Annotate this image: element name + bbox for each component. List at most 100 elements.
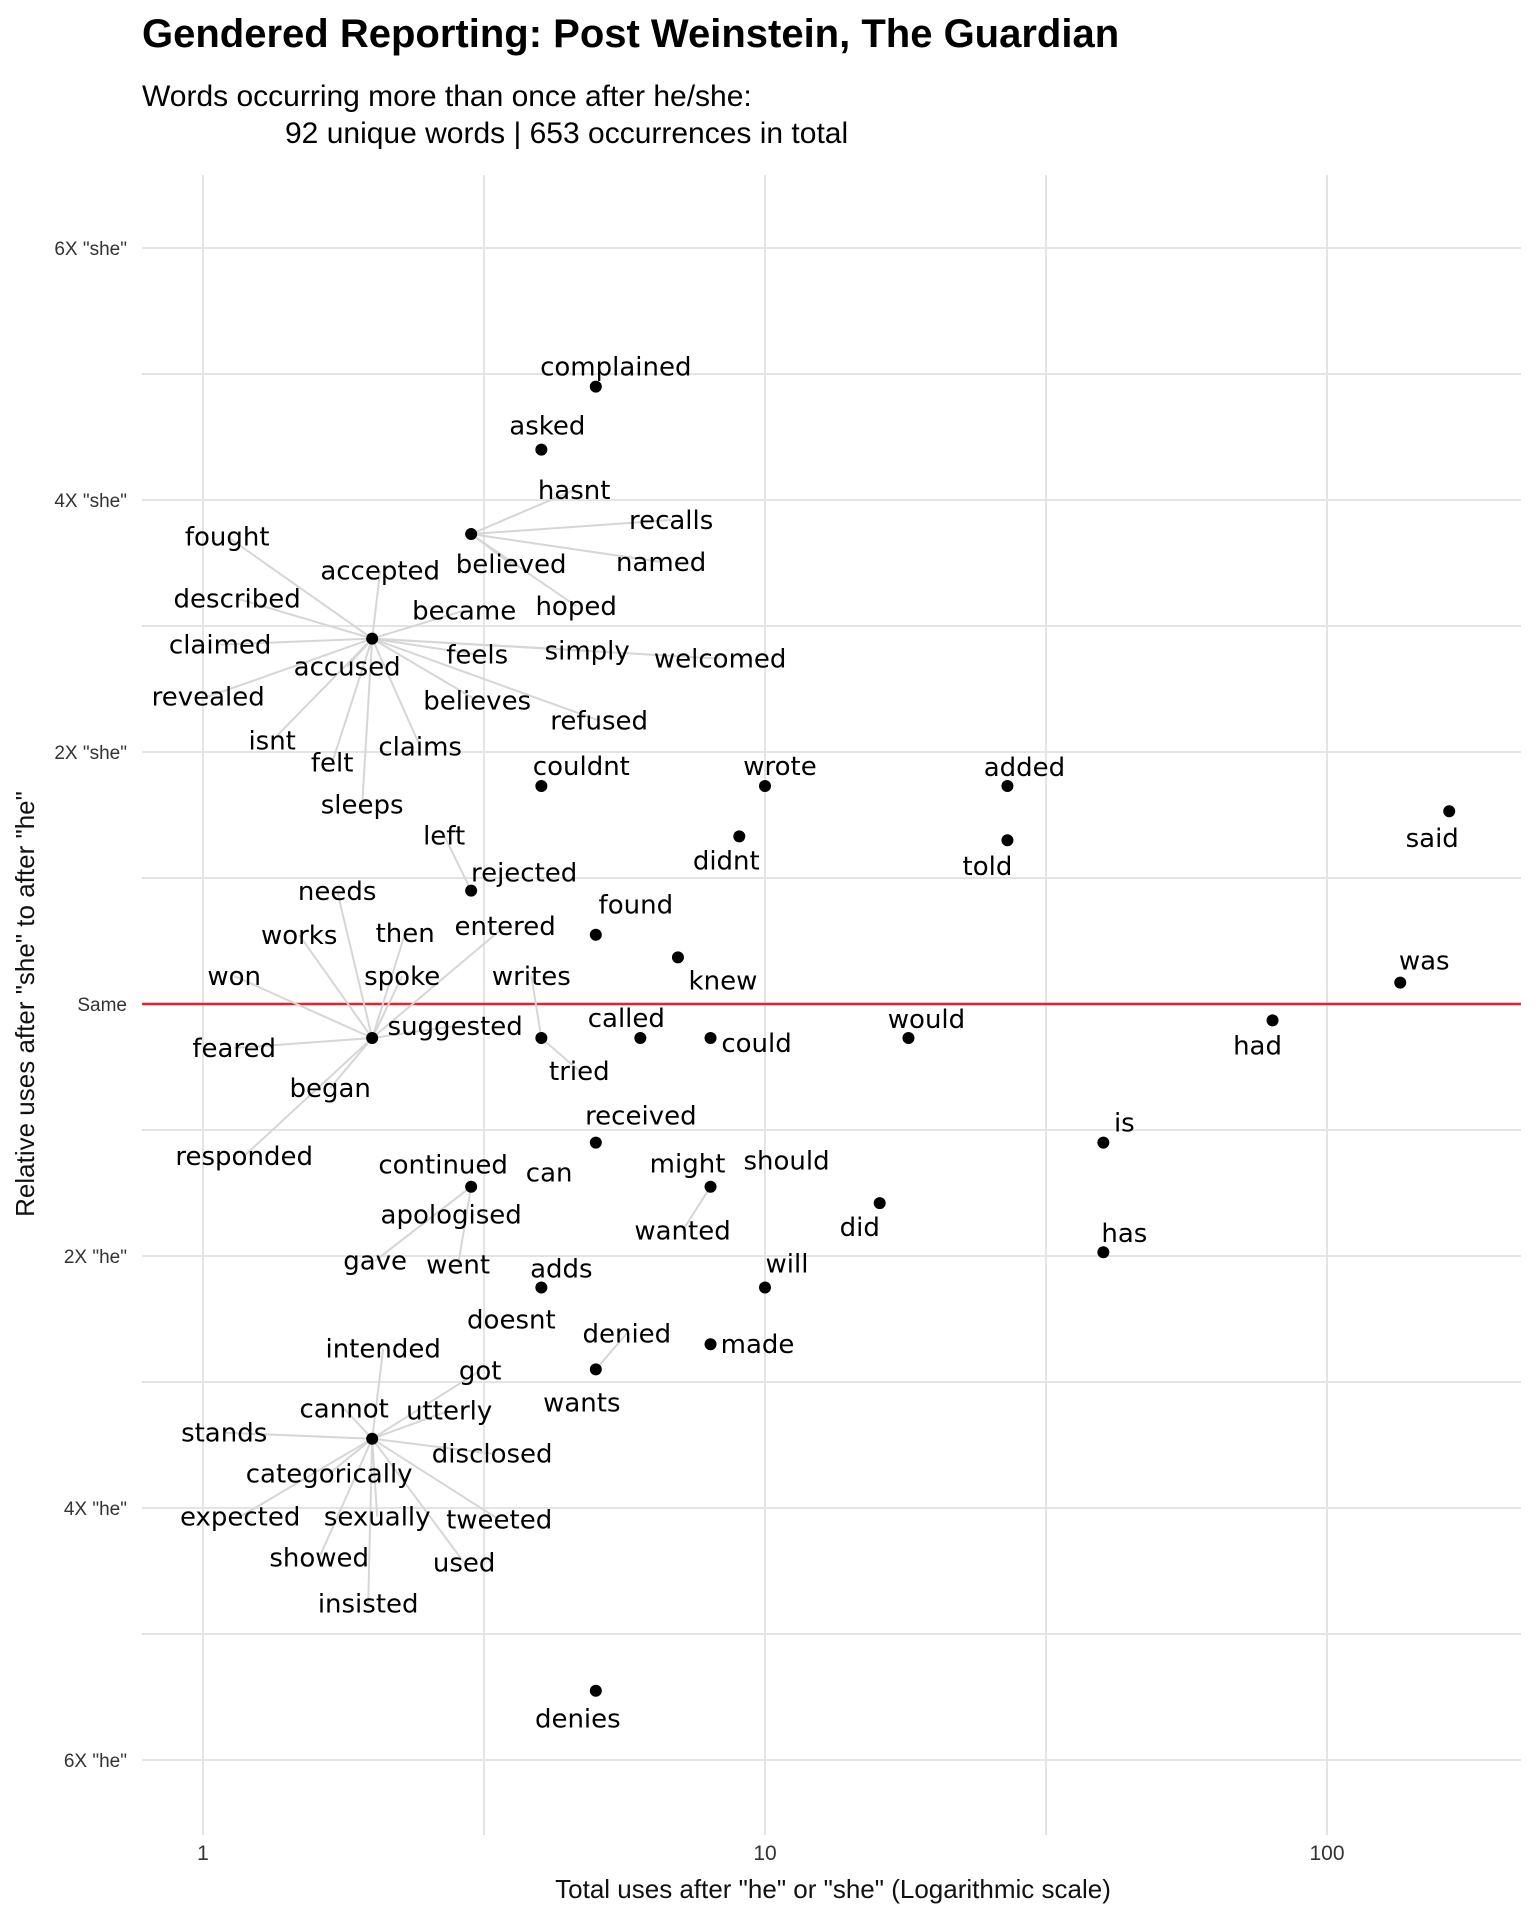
label-leader-line: [336, 890, 374, 1039]
label-leader-line: [372, 637, 721, 660]
label-leader-line: [226, 535, 373, 640]
label-leader-line: [271, 637, 373, 742]
data-point: [366, 1032, 379, 1045]
point-label: named: [616, 548, 706, 578]
label-leader-line: [233, 975, 373, 1039]
label-leader-line: [374, 1185, 472, 1262]
point-label: recalls: [629, 506, 713, 536]
data-point: [704, 1032, 717, 1045]
label-leader-line: [371, 637, 478, 702]
point-label: found: [599, 891, 674, 921]
point-label: expected: [180, 1503, 300, 1533]
point-label: feels: [446, 641, 508, 671]
label-leader-line: [239, 1437, 373, 1518]
y-tick-label: 6X "he": [64, 1751, 127, 1772]
point-label: sexually: [324, 1503, 431, 1533]
label-leader-line: [371, 1409, 450, 1440]
point-label: won: [207, 962, 261, 992]
data-point: [671, 951, 684, 964]
data-point: [1394, 976, 1407, 989]
point-label: hoped: [535, 592, 616, 622]
point-labels: complained asked hasnt recalls believed named…: [152, 353, 1459, 1735]
point-label: left: [423, 822, 465, 852]
chart-title: Gendered Reporting: Post Weinstein, The …: [142, 12, 1119, 56]
label-leader-line: [328, 1437, 373, 1475]
data-point: [535, 443, 548, 456]
point-label: asked: [509, 412, 585, 442]
point-label: responded: [175, 1142, 313, 1172]
point-label: should: [743, 1147, 829, 1177]
label-leader-line: [371, 975, 404, 1039]
point-label: began: [289, 1074, 370, 1104]
point-label: received: [585, 1102, 697, 1132]
point-label: called: [588, 1004, 665, 1034]
point-label: insisted: [318, 1590, 419, 1620]
point-label: continued: [378, 1151, 508, 1181]
y-tick-label: 2X "he": [64, 1247, 127, 1268]
data-point: [1097, 1246, 1110, 1259]
y-tick-label: 4X "she": [54, 491, 127, 512]
label-leader-line: [372, 637, 478, 656]
point-label: denied: [582, 1319, 671, 1349]
point-label: fought: [185, 523, 270, 553]
data-point: [465, 884, 478, 897]
data-point: [589, 1136, 602, 1149]
point-label: works: [261, 921, 337, 951]
point-label: added: [984, 753, 1065, 783]
label-leader-line: [371, 1438, 465, 1564]
point-label: claims: [378, 733, 462, 763]
label-leader-line: [367, 1438, 374, 1604]
y-axis-title: Relative uses after "she" to after "he": [10, 791, 40, 1217]
point-label: tried: [549, 1057, 610, 1087]
point-label: claimed: [169, 631, 272, 661]
label-leader-line: [331, 638, 374, 763]
label-leader-line: [318, 1438, 374, 1559]
data-point: [589, 380, 602, 393]
label-leader-line: [243, 1037, 373, 1157]
point-label: believes: [423, 687, 531, 717]
point-label: complained: [540, 353, 691, 383]
data-point: [465, 1180, 478, 1193]
label-leader-line: [343, 1408, 373, 1440]
point-label: doesnt: [467, 1306, 556, 1336]
point-label: got: [459, 1357, 502, 1387]
data-point: [704, 1180, 717, 1193]
point-label: categorically: [246, 1460, 413, 1490]
label-leader-line: [371, 1438, 379, 1517]
point-label: tweeted: [446, 1506, 552, 1536]
data-point: [366, 1432, 379, 1445]
chart-subtitle-line-1: Words occurring more than once after he/…: [142, 80, 752, 113]
point-label: has: [1101, 1219, 1147, 1249]
label-leader-line: [471, 519, 672, 536]
label-leader-line: [371, 925, 506, 1039]
label-leader-line: [372, 1025, 456, 1040]
point-label: writes: [492, 962, 571, 992]
label-leader-line: [220, 637, 373, 646]
data-point: [873, 1197, 886, 1210]
label-leader-line: [224, 1431, 373, 1440]
label-leader-line: [470, 533, 577, 607]
point-label: did: [840, 1213, 880, 1243]
point-label: suggested: [388, 1012, 523, 1042]
label-leader-line: [371, 1369, 481, 1440]
points: [366, 380, 1456, 1697]
point-label: rejected: [471, 859, 577, 889]
data-point: [465, 528, 478, 541]
x-axis-ticks: 1 10 100: [197, 1842, 1344, 1865]
data-point: [1266, 1014, 1279, 1027]
label-leader-lines: [207, 489, 721, 1604]
point-label: told: [963, 852, 1013, 882]
point-label: revealed: [152, 683, 265, 713]
point-label: is: [1114, 1109, 1135, 1139]
label-leader-line: [371, 570, 382, 639]
x-tick-label: 10: [753, 1842, 776, 1865]
point-label: wrote: [743, 752, 816, 782]
data-point: [535, 1032, 548, 1045]
label-leader-line: [234, 1037, 373, 1050]
label-leader-line: [540, 1037, 581, 1072]
data-point: [589, 1363, 602, 1376]
x-tick-label: 1: [197, 1842, 209, 1865]
point-label: might: [650, 1150, 726, 1180]
label-leader-line: [371, 637, 600, 722]
